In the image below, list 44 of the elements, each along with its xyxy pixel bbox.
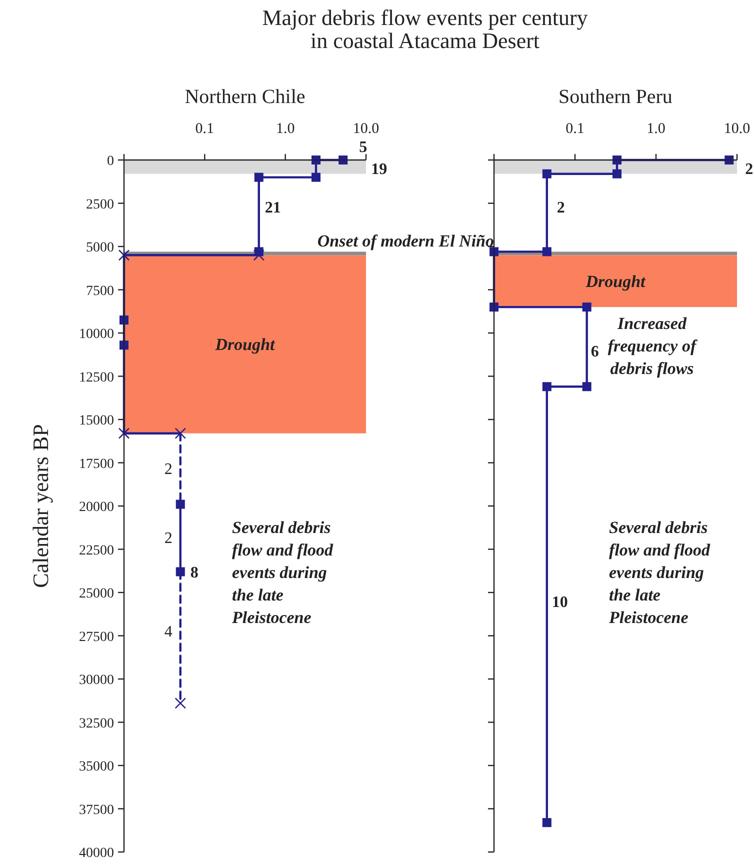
band-label: Drought	[214, 335, 276, 354]
annotation: 19	[371, 161, 388, 178]
x-tick-label: 1.0	[276, 121, 295, 137]
x-tick-label: 1.0	[646, 121, 666, 137]
chart-subtitle: Southern Peru	[558, 86, 672, 108]
y-tick-label: 12500	[79, 370, 114, 386]
y-tick-label: 25000	[79, 586, 114, 602]
annotation: 2	[164, 530, 172, 548]
y-tick-label: 10000	[79, 327, 114, 342]
band-label: Onset of modern El Niño	[317, 232, 494, 251]
annotation: 10	[552, 594, 568, 612]
x-tick-label: 10.0	[724, 121, 750, 137]
x-tick-label: 10.0	[352, 121, 380, 137]
y-tick-label: 15000	[79, 414, 114, 428]
annotation: 6	[590, 343, 599, 360]
text: Major debris flow events per century in coastal Atacama Desert	[262, 5, 588, 53]
x-tick-label: 0.1	[566, 121, 584, 137]
y-axis-title: Calendar years BP	[28, 424, 53, 588]
annotation: Several debris flow and flood events during the late Pleistocene	[608, 518, 711, 627]
annotation: 21	[264, 200, 281, 217]
y-tick-label: 17500	[79, 456, 114, 472]
annotation: Increased frequency of debris flows	[608, 314, 698, 378]
annotation: 2	[745, 161, 754, 178]
annotation: 2	[164, 460, 172, 478]
x-tick-label: 0.1	[195, 121, 214, 137]
annotation: 2	[556, 200, 565, 217]
band-label: Drought	[584, 272, 647, 292]
y-tick-label: 35000	[79, 760, 114, 774]
annotation: 5	[359, 139, 368, 156]
y-tick-label: 40000	[79, 846, 114, 861]
y-tick-label: 2500	[86, 197, 114, 212]
chart-subtitle: Northern Chile	[184, 86, 306, 108]
annotation: 8	[190, 564, 198, 582]
y-tick-label: 20000	[79, 500, 114, 515]
y-tick-label: 22500	[79, 543, 114, 558]
y-tick-label: 37500	[79, 802, 114, 818]
y-tick-label: 7500	[86, 284, 114, 299]
y-tick-label: 30000	[79, 673, 114, 688]
y-tick-label: 5000	[86, 240, 114, 256]
y-tick-label: 0	[107, 154, 114, 169]
y-tick-label: 27500	[79, 630, 114, 645]
y-tick-label: 32500	[79, 716, 114, 732]
annotation: 4	[164, 624, 172, 641]
annotation: Several debris flow and flood events during the late Pleistocene	[231, 518, 334, 627]
